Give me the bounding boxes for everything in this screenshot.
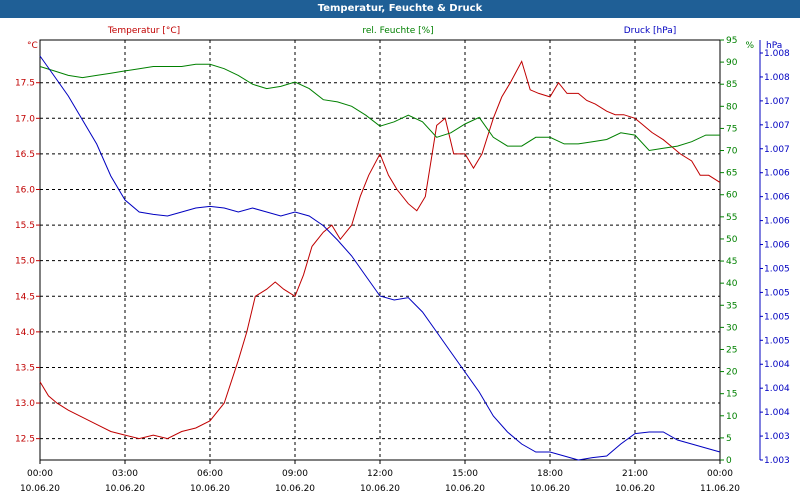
humidity-tick-label: 85 <box>726 80 737 90</box>
temperature-unit: °C <box>27 41 38 51</box>
temperature-tick-label: 16.5 <box>15 150 35 160</box>
humidity-tick-label: 20 <box>726 368 738 378</box>
humidity-tick-label: 60 <box>726 191 738 201</box>
humidity-tick-label: 0 <box>726 456 732 466</box>
x-tick-time: 12:00 <box>367 469 393 479</box>
pressure-line <box>39 55 721 461</box>
pressure-tick-label: 1.007 <box>764 121 790 131</box>
window-title: Temperatur, Feuchte & Druck <box>0 0 800 18</box>
x-tick-date: 11.06.20 <box>700 484 740 494</box>
pressure-tick-label: 1.007 <box>764 97 790 107</box>
humidity-tick-label: 40 <box>726 279 738 289</box>
humidity-unit: % <box>745 41 754 51</box>
pressure-tick-label: 1.004 <box>764 384 790 394</box>
humidity-tick-label: 10 <box>726 412 738 422</box>
x-tick-time: 09:00 <box>282 469 308 479</box>
x-tick-date: 10.06.20 <box>190 484 230 494</box>
temperature-tick-label: 13.5 <box>15 363 35 373</box>
humidity-line <box>39 63 720 152</box>
humidity-tick-label: 75 <box>726 124 737 134</box>
pressure-tick-label: 1.003 <box>764 432 790 442</box>
humidity-label: rel. Feuchte [%] <box>362 26 433 36</box>
pressure-tick-label: 1.005 <box>764 288 790 298</box>
temperature-label: Temperatur [°C] <box>107 26 180 36</box>
x-tick-time: 21:00 <box>622 469 648 479</box>
pressure-tick-label: 1.006 <box>764 241 790 251</box>
pressure-tick-label: 1.007 <box>764 145 790 155</box>
pressure-tick-label: 1.005 <box>764 264 790 274</box>
pressure-tick-label: 1.006 <box>764 193 790 203</box>
humidity-tick-label: 95 <box>726 36 737 46</box>
pressure-label: Druck [hPa] <box>624 26 677 36</box>
x-tick-date: 10.06.20 <box>445 484 485 494</box>
temperature-tick-label: 15.0 <box>15 257 35 267</box>
humidity-tick-label: 80 <box>726 102 738 112</box>
humidity-tick-label: 25 <box>726 345 737 355</box>
pressure-tick-label: 1.006 <box>764 169 790 179</box>
x-tick-time: 15:00 <box>452 469 478 479</box>
x-tick-time: 03:00 <box>112 469 138 479</box>
x-tick-time: 18:00 <box>537 469 563 479</box>
humidity-tick-label: 90 <box>726 58 738 68</box>
temperature-tick-label: 17.0 <box>15 114 35 124</box>
x-tick-date: 10.06.20 <box>105 484 145 494</box>
temperature-tick-label: 15.5 <box>15 221 35 231</box>
x-tick-date: 10.06.20 <box>615 484 655 494</box>
pressure-tick-label: 1.004 <box>764 360 790 370</box>
humidity-tick-label: 55 <box>726 213 737 223</box>
temperature-tick-label: 13.0 <box>15 399 35 409</box>
pressure-tick-label: 1.008 <box>764 73 790 83</box>
x-tick-date: 10.06.20 <box>360 484 400 494</box>
pressure-unit: hPa <box>766 41 782 51</box>
humidity-tick-label: 30 <box>726 323 738 333</box>
x-tick-date: 10.06.20 <box>20 484 60 494</box>
humidity-tick-label: 5 <box>726 434 732 444</box>
temperature-tick-label: 16.0 <box>15 185 35 195</box>
humidity-tick-label: 35 <box>726 301 737 311</box>
pressure-tick-label: 1.005 <box>764 336 790 346</box>
temperature-line <box>39 60 721 440</box>
humidity-tick-label: 65 <box>726 169 737 179</box>
pressure-tick-label: 1.008 <box>764 49 790 59</box>
humidity-tick-label: 70 <box>726 147 738 157</box>
temperature-tick-label: 12.5 <box>15 435 35 445</box>
x-tick-date: 10.06.20 <box>530 484 570 494</box>
temperature-tick-label: 17.5 <box>15 79 35 89</box>
humidity-tick-label: 15 <box>726 390 737 400</box>
humidity-tick-label: 50 <box>726 235 738 245</box>
humidity-tick-label: 45 <box>726 257 737 267</box>
x-tick-time: 06:00 <box>197 469 223 479</box>
pressure-tick-label: 1.004 <box>764 408 790 418</box>
pressure-tick-label: 1.003 <box>764 456 790 466</box>
temperature-tick-label: 14.5 <box>15 292 35 302</box>
x-tick-time: 00:00 <box>27 469 53 479</box>
pressure-tick-label: 1.005 <box>764 312 790 322</box>
pressure-tick-label: 1.006 <box>764 217 790 227</box>
temperature-tick-label: 14.0 <box>15 328 35 338</box>
x-tick-time: 00:00 <box>707 469 733 479</box>
x-tick-date: 10.06.20 <box>275 484 315 494</box>
